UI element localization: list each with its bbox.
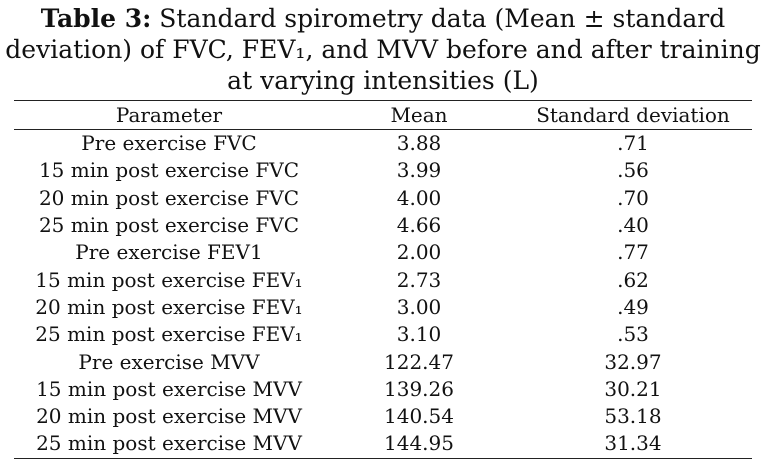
sd-cell: .71 bbox=[617, 131, 649, 156]
parameter-cell: 20 min post exercise MVV bbox=[36, 404, 302, 429]
mean-cell: 3.00 bbox=[396, 294, 442, 319]
table-row: Pre exercise FEV1 2.00 .77 bbox=[14, 239, 752, 266]
table-row: 15 min post exercise FVC 3.99 .56 bbox=[14, 157, 752, 184]
parameter-cell: Pre exercise FVC bbox=[81, 131, 257, 156]
mean-cell: 2.73 bbox=[396, 267, 442, 292]
caption-label: Table 3: bbox=[40, 4, 152, 33]
parameter-cell: 15 min post exercise MVV bbox=[36, 376, 302, 401]
mean-cell: 4.00 bbox=[396, 185, 442, 210]
header-row: Parameter Mean Standard deviation bbox=[14, 100, 752, 130]
table-header: Parameter Mean Standard deviation bbox=[14, 100, 752, 130]
parameter-cell: 15 min post exercise FVC bbox=[38, 158, 300, 183]
parameter-cell: Pre exercise FEV1 bbox=[75, 240, 263, 265]
parameter-cell: 20 min post exercise FVC bbox=[38, 185, 300, 210]
caption-text-1: Standard spirometry data (Mean ± standar… bbox=[151, 4, 726, 33]
spirometry-table: Parameter Mean Standard deviation Pre ex… bbox=[14, 100, 752, 459]
table-row: 20 min post exercise MVV 140.54 53.18 bbox=[14, 403, 752, 430]
mean-cell: 144.95 bbox=[384, 431, 454, 456]
sd-cell: .40 bbox=[617, 213, 649, 238]
table-row: Pre exercise FVC 3.88 .71 bbox=[14, 130, 752, 158]
sd-cell: 30.21 bbox=[604, 376, 662, 401]
table-row: 15 min post exercise FEV₁ 2.73 .62 bbox=[14, 266, 752, 293]
sd-cell: .70 bbox=[617, 185, 649, 210]
parameter-cell: 25 min post exercise FVC bbox=[38, 213, 300, 238]
parameter-cell: 20 min post exercise FEV₁ bbox=[35, 294, 303, 319]
table-row: 25 min post exercise MVV 144.95 31.34 bbox=[14, 430, 752, 459]
parameter-cell: 25 min post exercise FEV₁ bbox=[35, 322, 303, 347]
table-row: 25 min post exercise FVC 4.66 .40 bbox=[14, 212, 752, 239]
sd-cell: .77 bbox=[617, 240, 649, 265]
sd-cell: 31.34 bbox=[604, 431, 662, 456]
header-parameter: Parameter bbox=[115, 102, 223, 127]
sd-cell: .56 bbox=[617, 158, 649, 183]
sd-cell: .49 bbox=[617, 294, 649, 319]
sd-cell: .62 bbox=[617, 267, 649, 292]
caption-line-2: deviation) of FVC, FEV₁, and MVV before … bbox=[5, 35, 761, 64]
sd-cell: .53 bbox=[617, 322, 649, 347]
mean-cell: 3.99 bbox=[396, 158, 442, 183]
table-row: 15 min post exercise MVV 139.26 30.21 bbox=[14, 376, 752, 403]
caption-line-1: Table 3: Standard spirometry data (Mean … bbox=[0, 3, 766, 34]
table-row: 20 min post exercise FVC 4.00 .70 bbox=[14, 185, 752, 212]
parameter-cell: 15 min post exercise FEV₁ bbox=[35, 267, 303, 292]
caption-line-3: at varying intensities (L) bbox=[227, 66, 539, 95]
mean-cell: 122.47 bbox=[384, 349, 454, 374]
mean-cell: 3.88 bbox=[396, 131, 442, 156]
table-row: 25 min post exercise FEV₁ 3.10 .53 bbox=[14, 321, 752, 348]
table-row: Pre exercise MVV 122.47 32.97 bbox=[14, 348, 752, 375]
table-body: Pre exercise FVC 3.88.71 15 min post exerc… bbox=[14, 130, 752, 459]
table-row: 20 min post exercise FEV₁ 3.00 .49 bbox=[14, 294, 752, 321]
sd-cell: 53.18 bbox=[604, 404, 662, 429]
header-mean: Mean bbox=[390, 102, 448, 127]
sd-cell: 32.97 bbox=[604, 349, 662, 374]
header-standard-deviation: Standard deviation bbox=[536, 102, 730, 127]
table-caption: Table 3: Standard spirometry data (Mean … bbox=[0, 3, 766, 96]
mean-cell: 2.00 bbox=[396, 240, 442, 265]
parameter-cell: 25 min post exercise MVV bbox=[36, 431, 302, 456]
mean-cell: 140.54 bbox=[384, 404, 454, 429]
mean-cell: 4.66 bbox=[396, 213, 442, 238]
mean-cell: 3.10 bbox=[396, 322, 442, 347]
parameter-cell: Pre exercise MVV bbox=[78, 349, 260, 374]
mean-cell: 139.26 bbox=[384, 376, 454, 401]
